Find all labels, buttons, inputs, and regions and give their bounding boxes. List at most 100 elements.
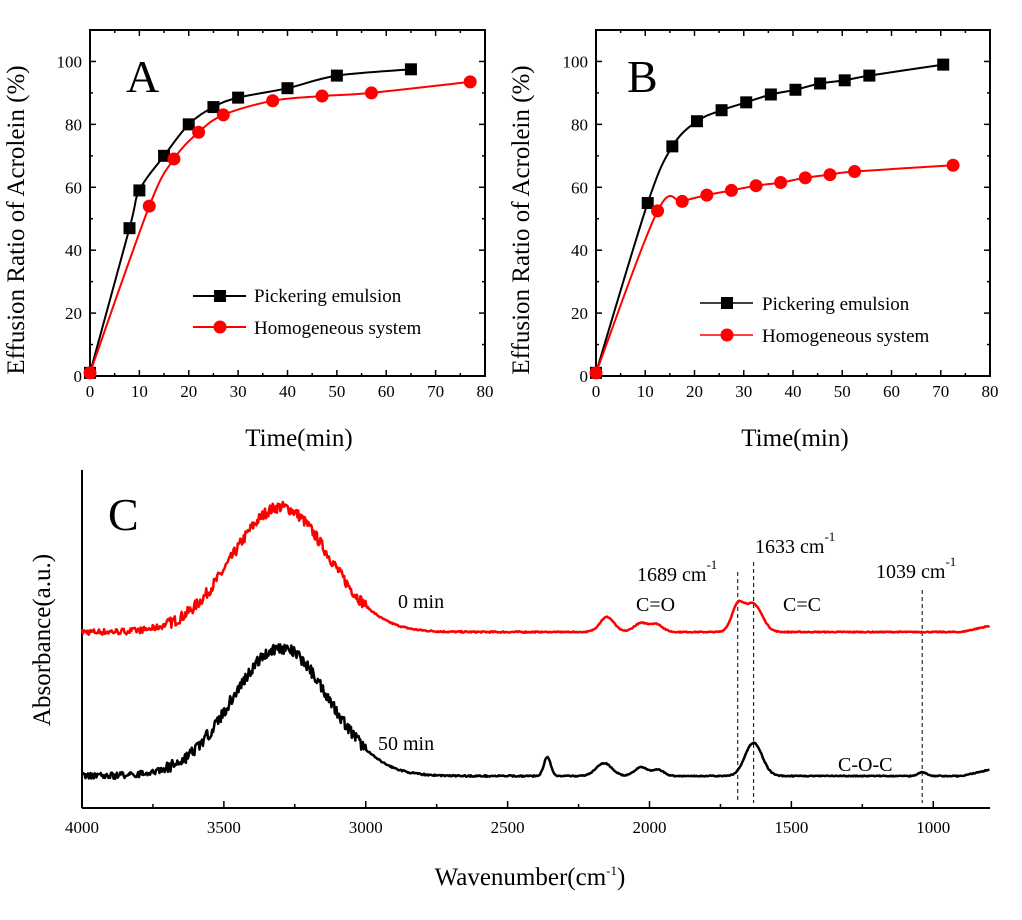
panel-a-y-axis-label: Effusion Ratio of Acrolein (%) (3, 65, 30, 374)
x-tick-label: 10 (637, 382, 654, 401)
panel-b-legend: Pickering emulsion Homogeneous system (700, 294, 930, 347)
pickering-data-point (232, 91, 245, 104)
pickering-data-point (814, 77, 827, 90)
pickering-data-point (158, 149, 171, 162)
pickering-data-point (641, 197, 654, 209)
x-tick-label: 1000 (916, 818, 950, 837)
annotation-1633: 1633 cm-1 (755, 529, 835, 558)
legend-label-pickering: Pickering emulsion (254, 286, 402, 307)
homogeneous-data-point (798, 171, 812, 185)
y-tick-label: 80 (65, 115, 82, 134)
x-tick-label: 0 (592, 382, 601, 401)
pickering-data-point (690, 115, 703, 128)
homogeneous-data-point (216, 108, 230, 122)
y-tick-label: 40 (571, 241, 588, 260)
pickering-data-point (715, 104, 728, 117)
x-tick-label: 1500 (774, 818, 808, 837)
spectrum-50min (80, 643, 990, 781)
x-tick-label: 80 (477, 382, 494, 401)
x-tick-label: 70 (932, 382, 949, 401)
homogeneous-data-point (192, 125, 206, 139)
x-tick-label: 10 (131, 382, 148, 401)
homogeneous-data-point (946, 158, 960, 172)
x-tick-label: 30 (735, 382, 752, 401)
legend-label-homogeneous: Homogeneous system (762, 326, 930, 347)
homogeneous-data-point (315, 89, 329, 103)
y-tick-label: 100 (563, 52, 589, 71)
homogeneous-data-point (83, 366, 97, 380)
y-tick-label: 0 (580, 367, 589, 386)
x-tick-label: 40 (785, 382, 802, 401)
panel-c: 4000 3500 3000 2500 2000 1500 1000 C Wavenumbe… (29, 470, 991, 891)
homogeneous-data-point (142, 199, 156, 213)
homogeneous-data-point (700, 188, 714, 202)
spectrum-0min (80, 500, 991, 636)
homogeneous-data-point (848, 165, 862, 179)
legend-label-pickering: Pickering emulsion (762, 294, 910, 315)
pickering-data-point (764, 88, 777, 101)
pickering-data-point (123, 222, 136, 235)
y-tick-label: 40 (65, 241, 82, 260)
y-tick-label: 0 (74, 367, 83, 386)
panel-a: 0 10 20 30 40 50 60 70 80 0 20 40 60 80 100 A Time(min… (3, 29, 494, 452)
homogeneous-data-point (675, 194, 689, 208)
x-tick-label: 20 (180, 382, 197, 401)
pickering-data-point (281, 82, 294, 95)
x-tick-label: 50 (328, 382, 345, 401)
x-tick-label: 40 (279, 382, 296, 401)
pickering-data-point (133, 184, 146, 197)
y-tick-label: 20 (571, 304, 588, 323)
x-tick-label: 20 (686, 382, 703, 401)
pickering-data-point (182, 118, 195, 131)
annotation-1039: 1039 cm-1 (876, 554, 956, 583)
x-tick-label: 70 (427, 382, 444, 401)
x-tick-label: 3500 (207, 818, 241, 837)
y-tick-label: 100 (57, 52, 83, 71)
homogeneous-data-point (266, 94, 280, 108)
x-tick-label: 0 (86, 382, 95, 401)
annotation-c-o-c: C-O-C (838, 754, 892, 776)
panel-b-x-axis-label: Time(min) (741, 425, 848, 452)
pickering-data-point (330, 69, 343, 82)
panel-c-y-axis-label: Absorbance(a.u.) (29, 554, 56, 726)
legend-marker-square (214, 290, 226, 302)
x-tick-label: 60 (883, 382, 900, 401)
y-tick-label: 80 (571, 115, 588, 134)
legend-marker-square (721, 297, 733, 309)
homogeneous-data-point (774, 176, 788, 190)
panel-a-axes: 0 10 20 30 40 50 60 70 80 0 20 40 60 80 100 (57, 29, 494, 401)
panel-c-x-axis-label: Wavenumber(cm-1) (435, 863, 626, 891)
panel-a-series (83, 63, 477, 380)
panel-c-spectra (80, 500, 991, 781)
pickering-data-point (863, 69, 876, 82)
annotation-c-c: C=C (783, 594, 821, 616)
legend-marker-circle (213, 320, 227, 334)
panel-b-letter: B (627, 51, 658, 102)
legend-label-homogeneous: Homogeneous system (254, 318, 422, 339)
homogeneous-data-point (749, 179, 763, 193)
x-tick-label: 3000 (349, 818, 383, 837)
panel-b: 0 10 20 30 40 50 60 70 80 0 20 40 60 80 100 B Time(min… (508, 29, 999, 452)
series-label-0min: 0 min (398, 591, 444, 613)
series-label-50min: 50 min (378, 733, 434, 755)
x-tick-label: 2500 (491, 818, 525, 837)
legend-marker-circle (720, 328, 734, 342)
homogeneous-data-point (364, 86, 378, 100)
homogeneous-data-point (651, 204, 665, 218)
panel-c-letter: C (108, 489, 139, 540)
y-tick-label: 60 (571, 178, 588, 197)
panel-b-series (589, 58, 960, 380)
panel-b-y-axis-label: Effusion Ratio of Acrolein (%) (508, 65, 535, 374)
pickering-data-point (666, 140, 679, 153)
x-tick-label: 30 (230, 382, 247, 401)
y-tick-label: 20 (65, 304, 82, 323)
x-tick-label: 80 (982, 382, 999, 401)
x-tick-label: 4000 (65, 818, 99, 837)
homogeneous-data-point (589, 366, 603, 380)
annotation-1689: 1689 cm-1 (637, 557, 717, 586)
panel-a-letter: A (126, 51, 159, 102)
y-tick-label: 60 (65, 178, 82, 197)
pickering-data-point (740, 96, 753, 109)
homogeneous-data-point (463, 75, 477, 89)
